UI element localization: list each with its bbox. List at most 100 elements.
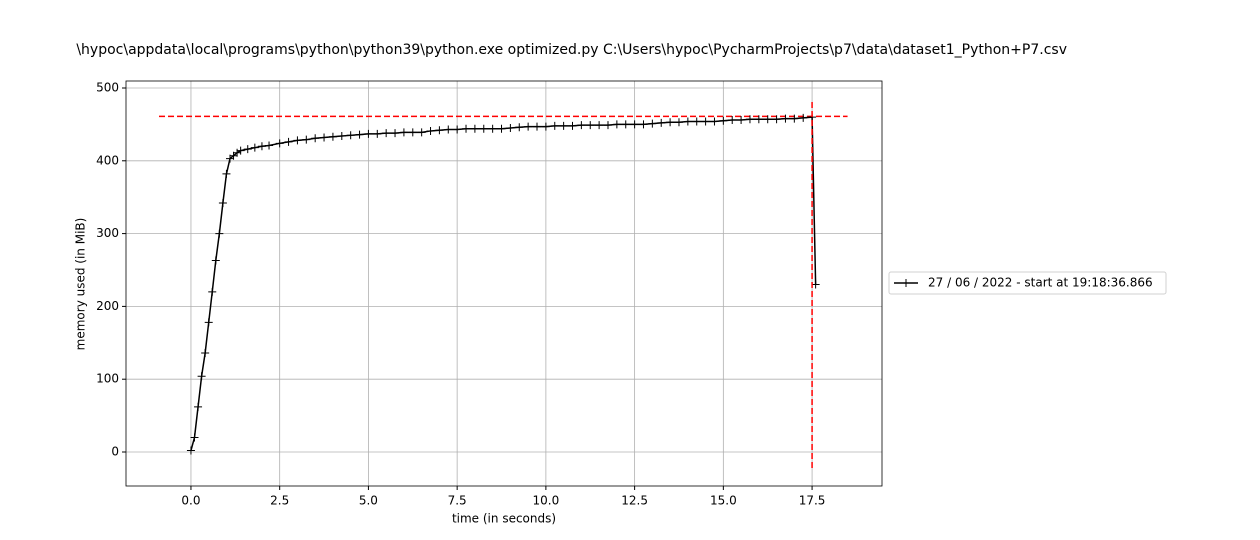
point-marker [236,146,245,155]
point-marker [243,145,252,154]
point-marker [197,372,206,381]
x-tick-label: 7.5 [448,494,467,508]
point-marker [719,116,728,125]
point-marker [211,256,220,265]
point-marker [222,169,231,178]
point-marker [488,124,497,133]
point-marker [692,117,701,126]
point-marker [533,122,542,131]
point-marker [284,137,293,146]
legend-marker [902,279,910,287]
legend: 27 / 06 / 2022 - start at 19:18:36.866 [888,271,1167,295]
chart-title: \hypoc\appdata\local\programs\python\pyt… [76,42,1067,58]
point-marker [204,318,213,327]
point-marker [674,118,683,127]
point-marker [541,122,550,131]
point-marker [603,121,612,130]
point-marker [391,129,400,138]
point-marker [550,121,559,130]
point-marker [515,123,524,132]
point-marker [215,229,224,238]
point-marker [194,402,203,411]
x-tick-label: 15.0 [710,494,737,508]
point-marker [190,433,199,442]
point-marker [337,132,346,141]
point-marker [293,136,302,145]
point-marker [666,118,675,127]
x-tick-label: 5.0 [359,494,378,508]
x-axis-label: time (in seconds) [452,512,556,526]
y-tick-label: 0 [111,445,119,459]
point-marker [639,120,648,129]
point-marker [811,280,820,289]
point-marker [328,132,337,141]
point-marker [506,124,515,133]
point-marker [355,130,364,139]
point-marker [772,115,781,124]
point-marker [683,117,692,126]
point-marker [595,121,604,130]
point-marker [435,126,444,135]
point-marker [781,114,790,123]
point-marker [754,115,763,124]
point-marker [763,115,772,124]
point-marker [701,117,710,126]
point-marker [621,120,630,129]
point-marker [417,128,426,137]
point-marker [311,134,320,143]
y-tick-label: 400 [96,153,119,167]
point-marker [710,117,719,126]
x-tick-label: 10.0 [533,494,560,508]
point-marker [320,133,329,142]
y-tick-label: 500 [96,80,119,94]
x-tick-label: 17.5 [799,494,826,508]
legend-box [888,271,1167,295]
point-marker [745,115,754,124]
point-marker [630,120,639,129]
point-marker [648,119,657,128]
point-marker [408,128,417,137]
point-marker [373,129,382,138]
point-marker [250,143,259,152]
point-marker [275,139,284,148]
point-marker [568,121,577,130]
point-marker [218,199,227,208]
point-marker [657,118,666,127]
point-marker [559,121,568,130]
point-marker [302,135,311,144]
y-tick-label: 200 [96,299,119,313]
point-marker [186,446,195,455]
series-line [190,116,817,451]
x-tick-label: 0.0 [181,494,200,508]
point-marker [737,116,746,125]
point-marker [201,348,210,357]
y-tick-label: 100 [96,372,119,386]
point-marker [257,142,266,151]
point-marker [799,113,808,122]
point-marker [470,124,479,133]
point-marker [462,124,471,133]
point-marker [479,124,488,133]
point-marker [346,131,355,140]
legend-label: 27 / 06 / 2022 - start at 19:18:36.866 [928,276,1153,290]
point-marker [208,287,217,296]
plot-frame [125,80,883,487]
point-marker [265,141,274,150]
point-marker [497,124,506,133]
point-marker [728,116,737,125]
point-marker [577,121,586,130]
point-marker [399,128,408,137]
point-marker [790,114,799,123]
x-tick-label: 12.5 [621,494,648,508]
x-tick-label: 2.5 [270,494,289,508]
point-marker [444,125,453,134]
point-marker [382,129,391,138]
point-marker [524,122,533,131]
point-marker [586,121,595,130]
point-marker [364,129,373,138]
y-axis-label: memory used (in MiB) [74,218,88,351]
y-tick-label: 300 [96,226,119,240]
point-marker [426,126,435,135]
